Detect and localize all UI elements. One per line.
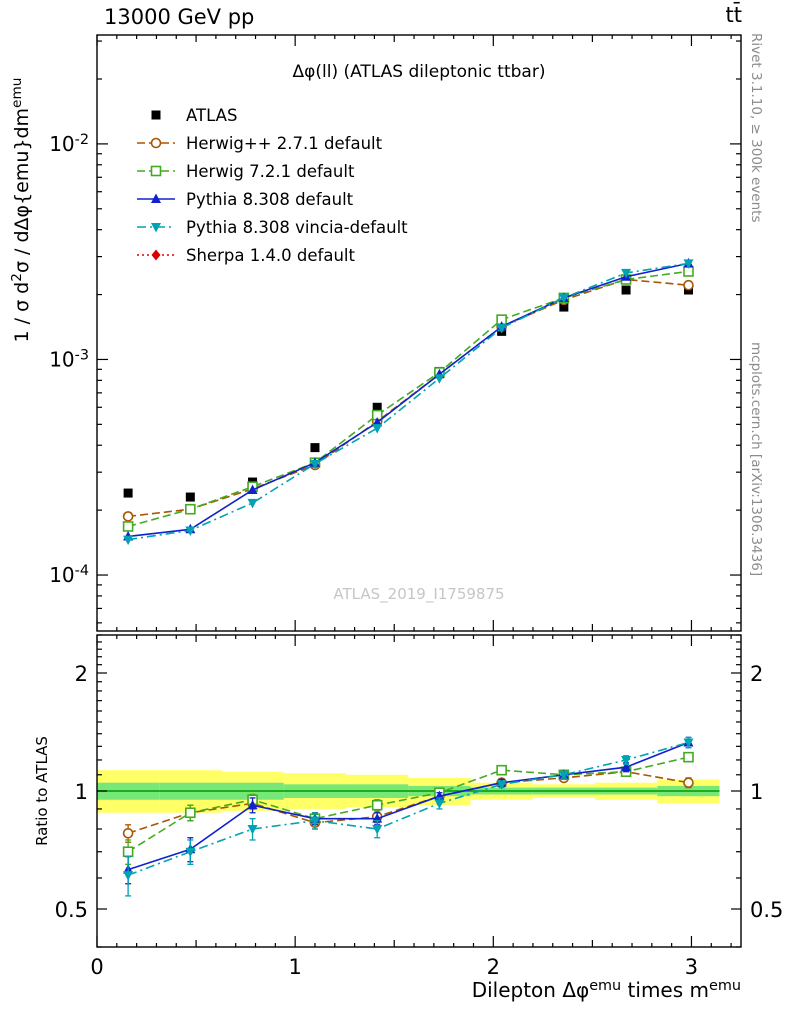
herwig-2-7-1-default-marker-icon: [137, 137, 175, 149]
main-series-pythia-8-308-vincia-default: [123, 259, 694, 546]
atlas-marker-icon: [151, 110, 161, 120]
herwig-7-2-1-default-marker-icon: [137, 165, 175, 177]
legend-label: ATLAS: [186, 105, 238, 125]
ratio-axis-title: Ratio to ATLAS: [33, 736, 51, 846]
axis-tick-label: 10-4: [49, 563, 89, 587]
beam-energy-label: 13000 GeV pp: [104, 5, 255, 29]
plot-title: Δφ(ll) (ATLAS dileptonic ttbar): [292, 62, 546, 82]
legend-label: Herwig 7.2.1 default: [186, 161, 355, 181]
axis-tick-label: 0.5: [750, 898, 783, 922]
axis-tick-label: 2: [750, 662, 763, 686]
axis-tick-label: 1: [75, 780, 88, 804]
axis-tick-label: 1: [288, 955, 301, 979]
axis-tick-label: 10-2: [49, 132, 89, 156]
rivet-version-label: Rivet 3.1.10, ≥ 300k events: [748, 33, 764, 223]
mcplots-credit-label: mcplots.cern.ch [arXiv:1306.3436]: [748, 342, 764, 577]
axis-tick-label: 2: [487, 955, 500, 979]
ratio-series-pythia-8-308-vincia-default: [123, 736, 694, 897]
legend: ATLAS Herwig++ 2.7.1 default Herwig 7.2.1 …: [136, 101, 408, 269]
legend-label: Herwig++ 2.7.1 default: [186, 133, 383, 153]
process-label: tt̄: [725, 3, 742, 27]
pythia-8-308-default-marker-icon: [137, 193, 175, 203]
legend-label: Pythia 8.308 vincia-default: [186, 217, 408, 237]
axis-tick-label: 3: [685, 955, 698, 979]
pythia-8-308-vincia-default-marker-icon: [137, 223, 175, 233]
legend-item-sherpa-1-4-0-default: Sherpa 1.4.0 default: [136, 241, 408, 269]
axis-tick-label: 2: [75, 662, 88, 686]
legend-item-herwig-2-7-1-default: Herwig++ 2.7.1 default: [136, 129, 408, 157]
legend-item-atlas: ATLAS: [136, 101, 408, 129]
axis-tick-label: 1: [750, 780, 763, 804]
legend-label: Pythia 8.308 default: [186, 189, 354, 209]
legend-item-pythia-8-308-default: Pythia 8.308 default: [136, 185, 408, 213]
x-axis-title: Dilepton Δφemu times memu: [472, 978, 741, 1002]
axis-tick-label: 0.5: [55, 898, 88, 922]
main-series-pythia-8-308-default: [123, 257, 694, 541]
analysis-watermark: ATLAS_2019_I1759875: [333, 585, 505, 603]
sherpa-1-4-0-default-marker-icon: [137, 249, 175, 261]
legend-item-pythia-8-308-vincia-default: Pythia 8.308 vincia-default: [136, 213, 408, 241]
y-axis-title: 1 / σ d2σ / dΔφ{emu}dmemu: [9, 78, 33, 343]
legend-label: Sherpa 1.4.0 default: [186, 245, 355, 265]
axis-tick-label: 0: [90, 955, 103, 979]
axis-tick-label: 10-3: [49, 347, 89, 371]
legend-item-herwig-7-2-1-default: Herwig 7.2.1 default: [136, 157, 408, 185]
axes: [96, 34, 742, 948]
